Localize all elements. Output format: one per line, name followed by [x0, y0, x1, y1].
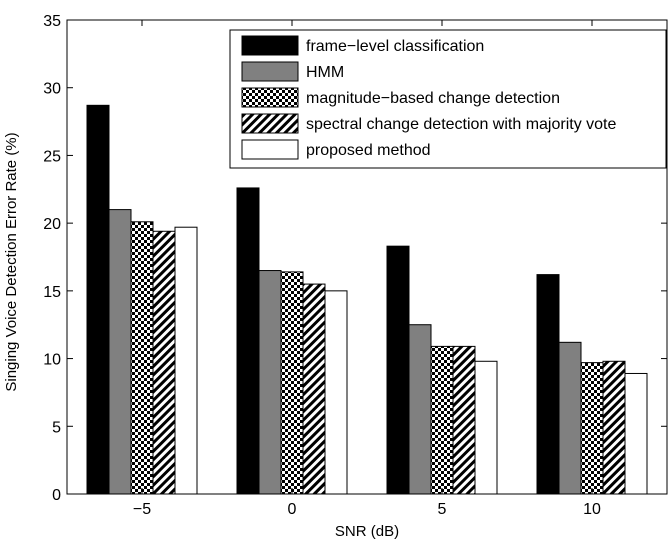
bar-spectral-change-detection-with-majority-vote-2 [452, 345, 476, 495]
bar-magnitude-based-change-detection-3 [580, 362, 604, 495]
y-tick-label: 30 [43, 81, 61, 98]
bar-frame-level-classification-0 [86, 104, 110, 495]
y-tick-label: 20 [43, 216, 61, 233]
bar-proposed-method-1 [324, 290, 348, 495]
bar-hmm-3 [558, 341, 582, 495]
legend-label: HMM [306, 64, 344, 81]
bar-frame-level-classification-1 [236, 187, 260, 495]
y-tick-label: 25 [43, 148, 61, 165]
y-tick-label: 10 [43, 352, 61, 369]
bar-hmm-1 [258, 270, 282, 495]
plot-frame [66, 19, 668, 495]
legend-label: frame−level classification [306, 38, 484, 55]
bar-frame-level-classification-2 [386, 245, 410, 495]
bar-proposed-method-3 [624, 372, 648, 495]
legend-swatch [241, 113, 299, 134]
x-tick-label: 0 [288, 501, 297, 518]
x-tick-label: −5 [133, 501, 151, 518]
y-tick-label: 0 [52, 487, 61, 504]
y-tick-label: 5 [52, 419, 61, 436]
bar-proposed-method-2 [474, 360, 498, 495]
legend-label: spectral change detection with majority … [306, 116, 616, 133]
legend-swatch [241, 87, 299, 108]
legend-swatch [241, 35, 299, 56]
axes-layer: 0 5 10 15 20 25 30 35 −5 0 5 10 [43, 13, 668, 518]
bar-frame-level-classification-3 [536, 274, 560, 495]
bar-spectral-change-detection-with-majority-vote-0 [152, 230, 176, 495]
bars-layer [86, 104, 648, 495]
y-tick-label: 15 [43, 284, 61, 301]
x-axis-label: SNR (dB) [335, 523, 399, 540]
bar-spectral-change-detection-with-majority-vote-3 [602, 360, 626, 495]
x-tick-label: 5 [438, 501, 447, 518]
legend-swatch [241, 139, 299, 160]
legend: frame−level classification HMM magnitude−b… [229, 29, 667, 169]
legend-swatch [241, 61, 299, 82]
bar-hmm-2 [408, 324, 432, 495]
bar-proposed-method-0 [174, 226, 198, 495]
bar-magnitude-based-change-detection-0 [130, 221, 154, 495]
bar-magnitude-based-change-detection-1 [280, 271, 304, 495]
bar-spectral-change-detection-with-majority-vote-1 [302, 283, 326, 495]
bar-magnitude-based-change-detection-2 [430, 345, 454, 495]
legend-label: proposed method [306, 142, 431, 159]
x-tick-label: 10 [583, 501, 601, 518]
y-tick-label: 35 [43, 13, 61, 30]
bar-hmm-0 [108, 209, 132, 495]
legend-label: magnitude−based change detection [306, 90, 560, 107]
y-axis-label: Singing Voice Detection Error Rate (%) [3, 132, 20, 391]
legend-box [229, 29, 667, 169]
